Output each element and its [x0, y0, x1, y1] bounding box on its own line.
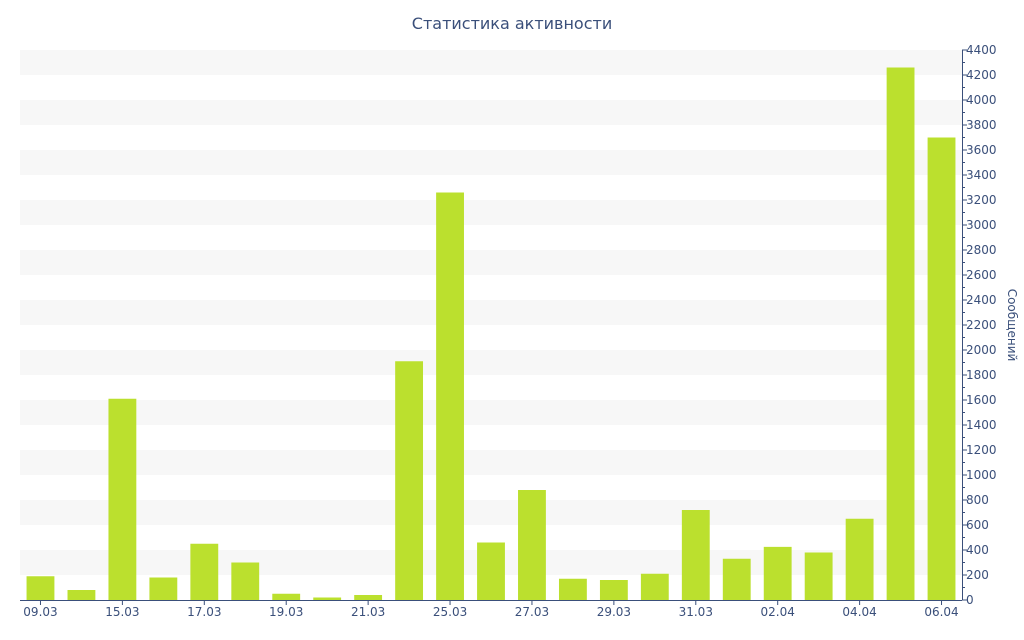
grid-band — [20, 50, 962, 75]
grid-band — [20, 350, 962, 375]
grid-band — [20, 400, 962, 425]
grid-band — [20, 200, 962, 225]
bar-10.03 — [67, 590, 96, 600]
y-tick-label: 600 — [966, 518, 989, 532]
bar-31.03 — [681, 510, 710, 600]
bar-09.03 — [26, 576, 55, 600]
y-tick-label: 4200 — [966, 68, 997, 82]
y-tick-label: 3800 — [966, 118, 997, 132]
y-tick-label: 3200 — [966, 193, 997, 207]
bar-26.03 — [477, 542, 505, 600]
bar-02.04 — [763, 546, 792, 600]
grid-band — [20, 450, 962, 475]
x-tick-label: 09.03 — [23, 605, 57, 619]
y-tick-label: 4000 — [966, 93, 997, 107]
bar-30.03 — [640, 573, 669, 600]
bar-18.03 — [231, 562, 260, 600]
y-tick-label: 1400 — [966, 418, 997, 432]
grid-band — [20, 250, 962, 275]
bar-16.03 — [149, 577, 178, 600]
y-axis: 0 200 400 600 800 1000 1200 1400 1600 1800 2000 220… — [962, 43, 997, 607]
grid-band — [20, 500, 962, 525]
chart-title: Статистика активности — [411, 14, 613, 33]
bar-17.03 — [190, 543, 219, 600]
y-tick-label: 4400 — [966, 43, 997, 57]
y-tick-label: 2600 — [966, 268, 997, 282]
bar-27.03 — [518, 490, 546, 600]
y-tick-label: 2000 — [966, 343, 997, 357]
bar-05.04 — [886, 67, 915, 600]
bar-04.04 — [845, 518, 874, 600]
x-tick-label: 29.03 — [597, 605, 631, 619]
x-tick-label: 15.03 — [105, 605, 139, 619]
grid-band — [20, 100, 962, 125]
y-tick-label: 0 — [966, 593, 974, 607]
y-tick-label: 1800 — [966, 368, 997, 382]
x-tick-label: 06.04 — [924, 605, 958, 619]
bar-01.04 — [722, 558, 751, 600]
y-tick-label: 200 — [966, 568, 989, 582]
y-tick-label: 800 — [966, 493, 989, 507]
y-tick-label: 2400 — [966, 293, 997, 307]
x-axis: 09.03 15.03 17.03 19.03 21.03 25.03 27.03 29.03… — [20, 600, 962, 619]
grid-bands — [20, 50, 962, 575]
x-tick-label: 02.04 — [761, 605, 795, 619]
bar-24.03 — [395, 361, 424, 600]
y-tick-label: 1200 — [966, 443, 997, 457]
grid-band — [20, 150, 962, 175]
x-tick-label: 04.04 — [842, 605, 876, 619]
y-tick-label: 3600 — [966, 143, 997, 157]
bar-03.04 — [804, 552, 833, 600]
y-tick-label: 3400 — [966, 168, 997, 182]
x-tick-label: 19.03 — [269, 605, 303, 619]
x-tick-label: 25.03 — [433, 605, 467, 619]
y-tick-label: 1600 — [966, 393, 997, 407]
bar-19.03 — [272, 593, 301, 600]
x-tick-label: 17.03 — [187, 605, 221, 619]
y-tick-label: 2800 — [966, 243, 997, 257]
y-tick-label: 400 — [966, 543, 989, 557]
x-tick-label: 27.03 — [515, 605, 549, 619]
y-tick-label: 3000 — [966, 218, 997, 232]
x-tick-label: 31.03 — [679, 605, 713, 619]
bar-28.03 — [558, 578, 587, 600]
bar-series — [26, 67, 956, 600]
x-tick-label: 21.03 — [351, 605, 385, 619]
grid-band — [20, 300, 962, 325]
y-axis-title: Сообщений — [1005, 289, 1019, 362]
y-tick-label: 1000 — [966, 468, 997, 482]
bar-20.03 — [313, 597, 342, 600]
bar-29.03 — [599, 580, 628, 600]
bar-15.03 — [108, 398, 137, 600]
y-tick-label: 2200 — [966, 318, 997, 332]
bar-06.04 — [927, 137, 956, 600]
bar-21.03 — [354, 595, 383, 600]
bar-25.03 — [436, 192, 464, 600]
